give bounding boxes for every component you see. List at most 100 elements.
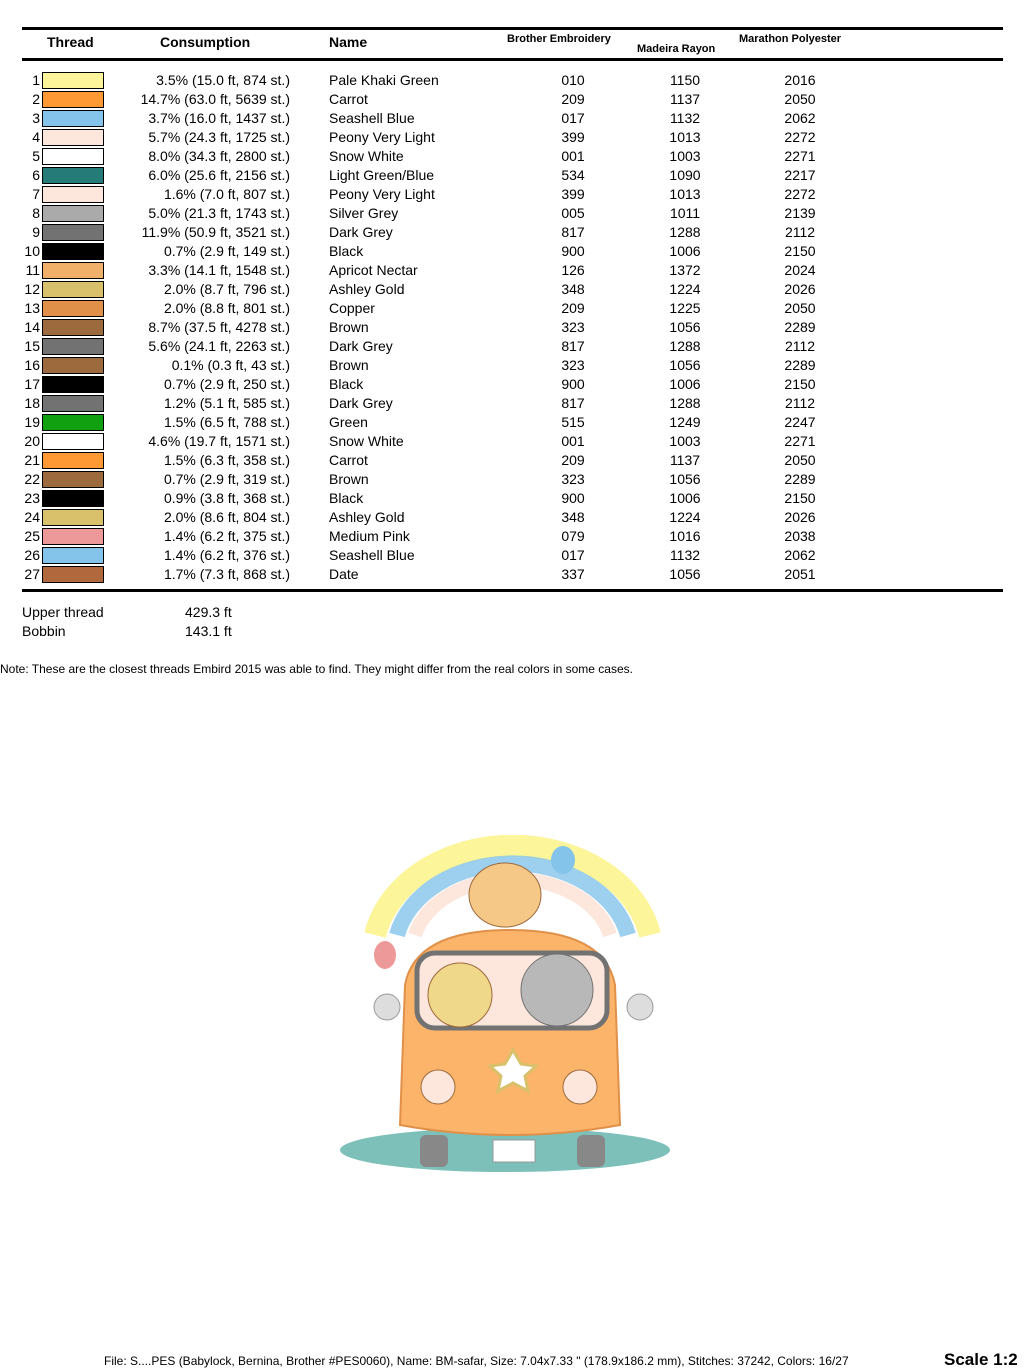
brother-code: 209 bbox=[561, 91, 585, 107]
thread-row: 6 6.0% (25.6 ft, 2156 st.) Light Green/Blu… bbox=[0, 166, 1024, 185]
marathon-code: 2062 bbox=[784, 110, 816, 126]
brother-code: 399 bbox=[561, 186, 585, 202]
brother-code: 817 bbox=[561, 338, 585, 354]
color-swatch bbox=[42, 300, 104, 317]
consumption: 1.6% (7.0 ft, 807 st.) bbox=[163, 186, 290, 202]
thread-name: Snow White bbox=[329, 148, 404, 164]
thread-name: Dark Grey bbox=[329, 395, 393, 411]
marathon-code: 2112 bbox=[784, 338, 816, 354]
marathon-code: 2038 bbox=[784, 528, 816, 544]
thread-row: 19 1.5% (6.5 ft, 788 st.) Green 515 1249 2247 bbox=[0, 413, 1024, 432]
consumption: 0.7% (2.9 ft, 149 st.) bbox=[163, 243, 290, 259]
thread-name: Black bbox=[329, 376, 364, 392]
thread-row: 23 0.9% (3.8 ft, 368 st.) Black 900 1006 2150 bbox=[0, 489, 1024, 508]
thread-number: 24 bbox=[24, 509, 40, 525]
note-text: Note: These are the closest threads Embi… bbox=[0, 662, 633, 676]
consumption: 3.7% (16.0 ft, 1437 st.) bbox=[148, 110, 290, 126]
consumption: 1.4% (6.2 ft, 375 st.) bbox=[163, 528, 290, 544]
marathon-code: 2050 bbox=[784, 91, 816, 107]
color-swatch bbox=[42, 471, 104, 488]
thread-number: 19 bbox=[24, 414, 40, 430]
thread-name: Medium Pink bbox=[329, 528, 410, 544]
thread-number: 1 bbox=[32, 72, 40, 88]
thread-number: 4 bbox=[32, 129, 40, 145]
thread-number: 9 bbox=[32, 224, 40, 240]
thread-name: Copper bbox=[329, 300, 375, 316]
color-swatch bbox=[42, 167, 104, 184]
header-thread: Thread bbox=[47, 34, 94, 50]
thread-name: Brown bbox=[329, 471, 369, 487]
thread-row: 9 11.9% (50.9 ft, 3521 st.) Dark Grey 817 12… bbox=[0, 223, 1024, 242]
thread-row: 2 14.7% (63.0 ft, 5639 st.) Carrot 209 1137 2… bbox=[0, 90, 1024, 109]
color-swatch bbox=[42, 319, 104, 336]
brother-code: 323 bbox=[561, 357, 585, 373]
thread-row: 5 8.0% (34.3 ft, 2800 st.) Snow White 001 10… bbox=[0, 147, 1024, 166]
scale-label: Scale 1:2 bbox=[944, 1350, 1018, 1369]
thread-name: Pale Khaki Green bbox=[329, 72, 439, 88]
color-swatch bbox=[42, 452, 104, 469]
thread-row: 14 8.7% (37.5 ft, 4278 st.) Brown 323 1056 22… bbox=[0, 318, 1024, 337]
thread-number: 17 bbox=[24, 376, 40, 392]
marathon-code: 2150 bbox=[784, 490, 816, 506]
color-swatch bbox=[42, 243, 104, 260]
brother-code: 209 bbox=[561, 300, 585, 316]
thread-row: 26 1.4% (6.2 ft, 376 st.) Seashell Blue 017… bbox=[0, 546, 1024, 565]
madeira-code: 1288 bbox=[669, 224, 701, 240]
madeira-code: 1016 bbox=[669, 528, 701, 544]
marathon-code: 2051 bbox=[784, 566, 816, 582]
marathon-code: 2289 bbox=[784, 319, 816, 335]
consumption: 3.3% (14.1 ft, 1548 st.) bbox=[148, 262, 290, 278]
marathon-code: 2272 bbox=[784, 186, 816, 202]
thread-number: 18 bbox=[24, 395, 40, 411]
brother-code: 534 bbox=[561, 167, 585, 183]
thread-row: 27 1.7% (7.3 ft, 868 st.) Date 337 1056 2051 bbox=[0, 565, 1024, 584]
thread-number: 25 bbox=[24, 528, 40, 544]
marathon-code: 2271 bbox=[784, 433, 816, 449]
butterfly-blue bbox=[551, 846, 575, 874]
madeira-code: 1003 bbox=[669, 433, 701, 449]
brother-code: 348 bbox=[561, 281, 585, 297]
madeira-code: 1056 bbox=[669, 319, 701, 335]
color-swatch bbox=[42, 395, 104, 412]
color-swatch bbox=[42, 186, 104, 203]
thread-row: 22 0.7% (2.9 ft, 319 st.) Brown 323 1056 2289 bbox=[0, 470, 1024, 489]
butterfly-pink bbox=[374, 941, 396, 969]
consumption: 4.6% (19.7 ft, 1571 st.) bbox=[148, 433, 290, 449]
brother-code: 900 bbox=[561, 243, 585, 259]
thread-name: Dark Grey bbox=[329, 224, 393, 240]
thread-name: Black bbox=[329, 243, 364, 259]
thread-name: Seashell Blue bbox=[329, 110, 415, 126]
madeira-code: 1013 bbox=[669, 129, 701, 145]
color-swatch bbox=[42, 490, 104, 507]
thread-name: Peony Very Light bbox=[329, 186, 435, 202]
thread-number: 16 bbox=[24, 357, 40, 373]
bobbin-label: Bobbin bbox=[22, 623, 66, 639]
brother-code: 017 bbox=[561, 110, 585, 126]
thread-name: Ashley Gold bbox=[329, 281, 405, 297]
color-swatch bbox=[42, 72, 104, 89]
color-swatch bbox=[42, 376, 104, 393]
marathon-code: 2150 bbox=[784, 243, 816, 259]
brother-code: 399 bbox=[561, 129, 585, 145]
thread-number: 26 bbox=[24, 547, 40, 563]
madeira-code: 1224 bbox=[669, 509, 701, 525]
color-swatch bbox=[42, 110, 104, 127]
top-rule bbox=[22, 27, 1003, 30]
thread-number: 2 bbox=[32, 91, 40, 107]
thread-number: 15 bbox=[24, 338, 40, 354]
marathon-code: 2024 bbox=[784, 262, 816, 278]
embroidery-design-preview bbox=[340, 835, 670, 1172]
consumption: 0.7% (2.9 ft, 250 st.) bbox=[163, 376, 290, 392]
thread-name: Carrot bbox=[329, 452, 368, 468]
marathon-code: 2289 bbox=[784, 471, 816, 487]
madeira-code: 1013 bbox=[669, 186, 701, 202]
consumption: 11.9% (50.9 ft, 3521 st.) bbox=[141, 224, 290, 240]
thread-number: 3 bbox=[32, 110, 40, 126]
brother-code: 001 bbox=[561, 433, 585, 449]
consumption: 2.0% (8.8 ft, 801 st.) bbox=[163, 300, 290, 316]
madeira-code: 1056 bbox=[669, 471, 701, 487]
thread-name: Brown bbox=[329, 319, 369, 335]
thread-row: 18 1.2% (5.1 ft, 585 st.) Dark Grey 817 1288… bbox=[0, 394, 1024, 413]
thread-row: 15 5.6% (24.1 ft, 2263 st.) Dark Grey 817 12… bbox=[0, 337, 1024, 356]
thread-number: 8 bbox=[32, 205, 40, 221]
